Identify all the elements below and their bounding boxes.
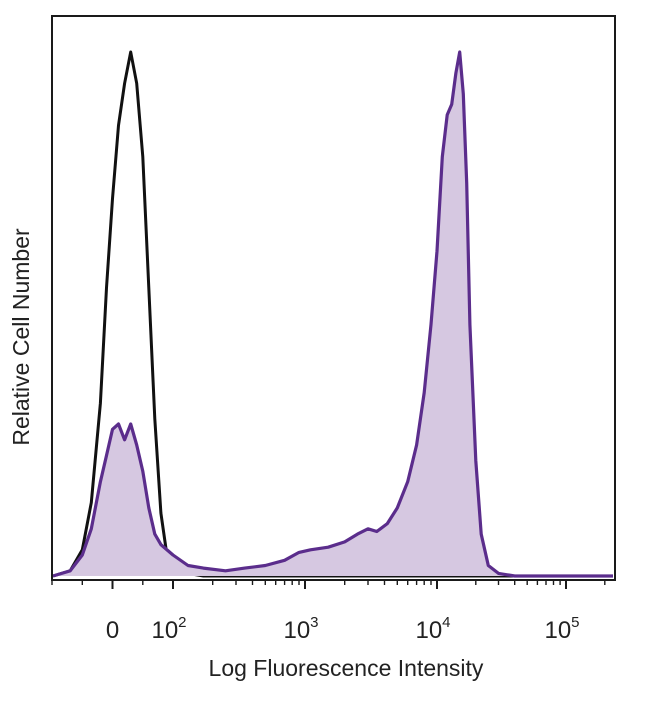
x-tick-exponent: 5 — [571, 614, 579, 631]
x-tick-base: 0 — [106, 617, 119, 644]
x-tick-base: 10 — [151, 617, 178, 644]
plot-area — [52, 50, 613, 578]
x-tick-label: 105 — [544, 614, 579, 644]
x-tick-exponent: 2 — [178, 614, 186, 631]
x-tick-exponent: 3 — [310, 614, 318, 631]
x-tick-label: 103 — [283, 614, 318, 644]
x-axis-label: Log Fluorescence Intensity — [209, 655, 484, 681]
x-tick-label: 104 — [415, 614, 450, 644]
x-tick-base: 10 — [415, 617, 442, 644]
x-axis-tick-labels: 0 102 103 104 105 — [106, 614, 580, 644]
x-tick-base: 10 — [283, 617, 310, 644]
x-tick-exponent: 4 — [442, 614, 450, 631]
x-tick-label: 0 — [106, 617, 119, 644]
x-axis-ticks — [51, 580, 606, 589]
plot-frame — [51, 15, 616, 581]
series-fill-1 — [53, 52, 613, 576]
y-axis-label: Relative Cell Number — [8, 228, 34, 446]
series-line-1 — [52, 50, 613, 578]
x-tick-base: 10 — [544, 617, 571, 644]
x-tick-label: 102 — [151, 614, 186, 644]
